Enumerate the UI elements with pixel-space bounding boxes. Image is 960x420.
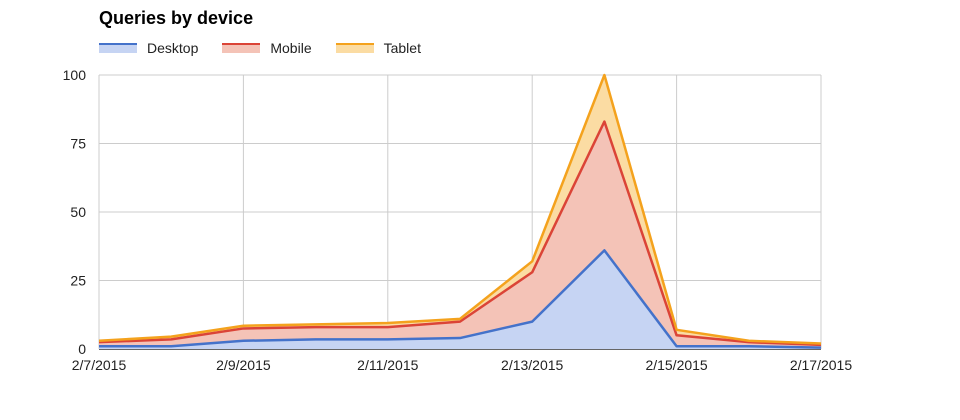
- point-desktop[interactable]: [672, 341, 682, 351]
- area-tablet: [99, 75, 821, 345]
- legend-item-desktop[interactable]: Desktop: [99, 40, 198, 56]
- point-desktop[interactable]: [599, 245, 609, 255]
- point-desktop[interactable]: [383, 334, 393, 344]
- point-tablet[interactable]: [527, 256, 537, 266]
- legend-label-tablet: Tablet: [383, 40, 421, 56]
- x-tick-labels: 2/7/2015 2/9/2015 2/11/2015 2/13/2015 2/15/2…: [72, 357, 853, 373]
- legend-swatch-mobile: [222, 43, 261, 53]
- point-mobile[interactable]: [599, 117, 609, 127]
- point-desktop[interactable]: [527, 317, 537, 327]
- point-tablet[interactable]: [672, 325, 682, 335]
- point-tablet[interactable]: [238, 321, 248, 331]
- areas: [99, 75, 821, 349]
- point-tablet[interactable]: [816, 339, 826, 349]
- legend: Desktop Mobile Tablet: [99, 40, 445, 56]
- y-tick-labels: 0 25 50 75 100: [63, 67, 87, 357]
- line-mobile: [98, 120, 822, 347]
- point-desktop[interactable]: [238, 336, 248, 346]
- x-tick-label: 2/11/2015: [357, 357, 418, 373]
- y-tick-label: 75: [70, 136, 86, 152]
- point-desktop[interactable]: [455, 333, 465, 343]
- line-tablet: [98, 73, 822, 345]
- point-tablet[interactable]: [455, 314, 465, 324]
- y-tick-label: 50: [70, 204, 86, 220]
- x-tick-label: 2/9/2015: [216, 357, 271, 373]
- legend-item-mobile[interactable]: Mobile: [222, 40, 312, 56]
- area-desktop: [99, 250, 821, 349]
- area-mobile: [99, 121, 821, 348]
- legend-swatch-tablet: [335, 43, 374, 53]
- grid: [98, 74, 822, 350]
- x-tick-label: 2/13/2015: [501, 357, 563, 373]
- legend-label-mobile: Mobile: [270, 40, 312, 56]
- legend-label-desktop: Desktop: [147, 40, 199, 56]
- lines: [94, 70, 826, 351]
- point-tablet[interactable]: [599, 70, 609, 80]
- line-desktop: [99, 249, 822, 349]
- x-tick-label: 2/7/2015: [72, 357, 127, 373]
- y-tick-label: 0: [78, 341, 86, 357]
- point-mobile[interactable]: [527, 267, 537, 277]
- y-tick-label: 100: [63, 67, 87, 83]
- point-desktop[interactable]: [311, 334, 321, 344]
- point-tablet[interactable]: [744, 336, 754, 346]
- point-tablet[interactable]: [311, 319, 321, 329]
- chart-title: Queries by device: [99, 8, 254, 28]
- y-tick-label: 25: [70, 273, 86, 289]
- point-tablet[interactable]: [94, 336, 104, 346]
- legend-swatch-desktop: [99, 43, 137, 53]
- point-tablet[interactable]: [166, 332, 176, 342]
- point-tablet[interactable]: [383, 318, 393, 328]
- legend-item-tablet[interactable]: Tablet: [335, 40, 421, 56]
- x-tick-label: 2/17/2015: [790, 357, 852, 373]
- x-tick-label: 2/15/2015: [645, 357, 707, 373]
